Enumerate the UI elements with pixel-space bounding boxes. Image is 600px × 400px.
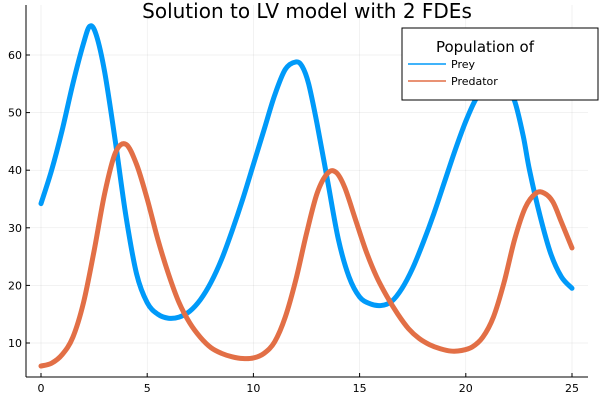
x-tick-label: 5 (144, 382, 151, 395)
x-tick-label: 25 (565, 382, 579, 395)
legend-label-predator: Predator (451, 75, 498, 88)
x-tick-label: 20 (459, 382, 473, 395)
legend-title: Population of (436, 38, 535, 56)
legend-label-prey: Prey (451, 58, 475, 71)
series-line-predator (38, 141, 575, 369)
legend: Population of Prey Predator (401, 27, 599, 101)
y-tick-label: 50 (8, 107, 22, 120)
axes: 0 5 10 15 20 25 10 20 30 40 50 60 (8, 5, 588, 395)
chart-title: Solution to LV model with 2 FDEs (142, 0, 472, 23)
y-tick-label: 10 (8, 337, 22, 350)
y-tick-label: 60 (8, 49, 22, 62)
x-tick-label: 15 (353, 382, 367, 395)
x-tick-label: 0 (38, 382, 45, 395)
y-tick-label: 20 (8, 279, 22, 292)
y-tick-label: 40 (8, 164, 22, 177)
x-tick-label: 10 (246, 382, 260, 395)
y-tick-label: 30 (8, 222, 22, 235)
